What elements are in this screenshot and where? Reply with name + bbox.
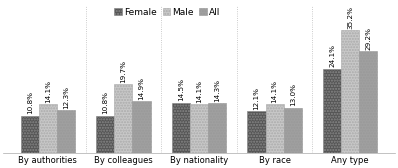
Bar [323, 69, 341, 153]
Text: 14.5%: 14.5% [178, 78, 184, 101]
Text: 14.1%: 14.1% [271, 80, 277, 102]
Bar [359, 51, 377, 153]
Bar [96, 116, 114, 153]
Bar [341, 30, 359, 153]
Legend: Female, Male, All: Female, Male, All [115, 8, 221, 17]
Text: 14.9%: 14.9% [139, 77, 144, 100]
Text: 10.8%: 10.8% [102, 91, 108, 114]
Text: 14.1%: 14.1% [196, 80, 202, 102]
Text: 12.3%: 12.3% [63, 86, 69, 109]
Bar [265, 104, 284, 153]
Text: 14.1%: 14.1% [45, 80, 51, 102]
Bar [248, 111, 265, 153]
Bar [172, 102, 190, 153]
Bar [208, 103, 226, 153]
Bar [190, 104, 208, 153]
Bar [284, 108, 302, 153]
Text: 35.2%: 35.2% [347, 6, 353, 29]
Text: 13.0%: 13.0% [290, 83, 296, 106]
Bar [21, 116, 39, 153]
Bar [114, 84, 133, 153]
Text: 10.8%: 10.8% [27, 91, 33, 114]
Text: 14.3%: 14.3% [214, 79, 220, 102]
Text: 24.1%: 24.1% [329, 45, 335, 68]
Text: 12.1%: 12.1% [254, 87, 259, 110]
Text: 19.7%: 19.7% [121, 60, 127, 83]
Bar [133, 101, 150, 153]
Bar [57, 110, 75, 153]
Bar [39, 104, 57, 153]
Text: 29.2%: 29.2% [365, 27, 371, 50]
